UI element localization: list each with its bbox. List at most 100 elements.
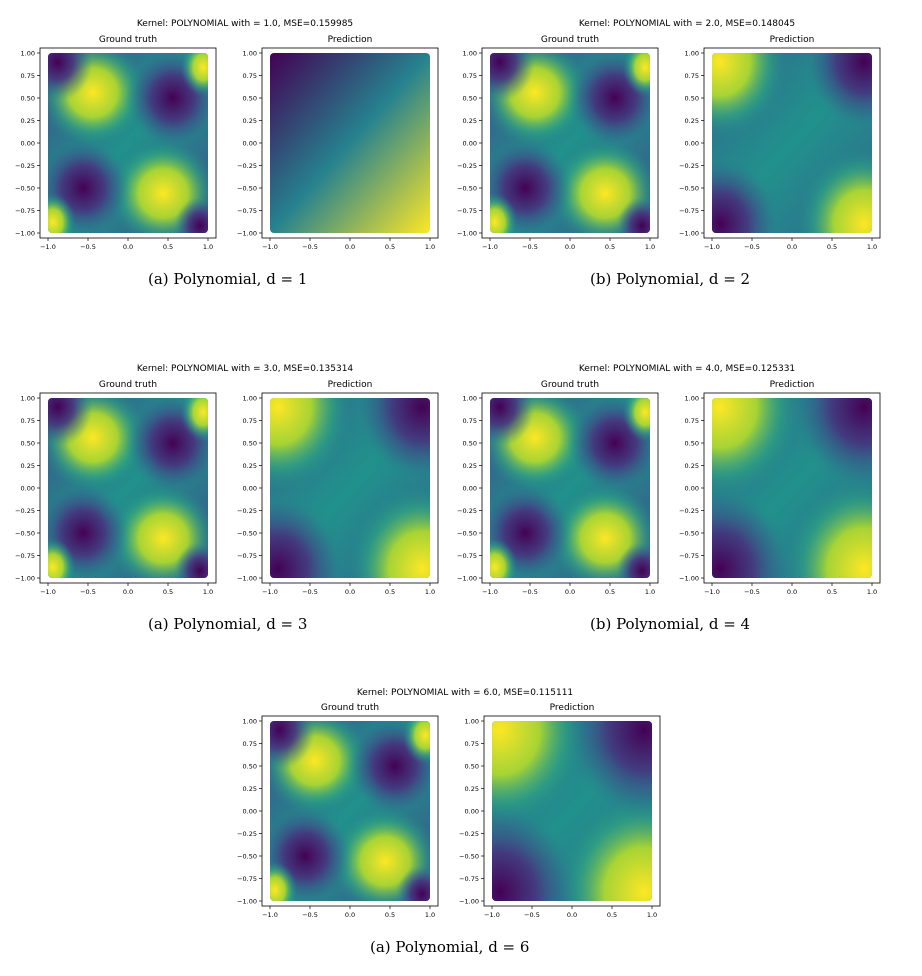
x-tick-label: −1.0 [704, 588, 720, 596]
y-tick-label: 0.50 [463, 95, 477, 103]
caption-2: (b) Polynomial, d = 2 [590, 270, 751, 288]
y-tick-label: −0.25 [679, 162, 699, 170]
x-tick-label: −0.5 [744, 588, 760, 596]
y-tick-label: −0.75 [459, 875, 479, 883]
heatmap-area [712, 398, 872, 578]
y-tick-label: −0.75 [237, 207, 257, 215]
y-tick-label: 1.00 [463, 395, 477, 403]
heatmap-region [270, 861, 298, 901]
x-tick-label: −1.0 [704, 243, 720, 251]
heatmap-region [492, 802, 580, 901]
x-tick-label: 0.5 [827, 588, 837, 596]
y-tick-label: −0.75 [457, 552, 477, 560]
y-tick-label: −0.25 [237, 162, 257, 170]
heatmap-region [797, 148, 872, 233]
panel-title: Prediction [328, 380, 373, 390]
ground-truth-panel: Ground truth 1.00 0.75 0.50 0.25 0.00 −0.25 −0.… [457, 35, 659, 251]
y-tick-label: −1.00 [237, 898, 257, 906]
heatmap-region [622, 398, 650, 442]
y-tick-label: 0.25 [21, 117, 35, 125]
y-tick-label: 1.00 [243, 395, 257, 403]
figure-suptitle: Kernel: POLYNOMIAL with = 1.0, MSE=0.159… [137, 19, 353, 29]
heatmap-region [270, 493, 346, 578]
x-tick-label: 0.5 [385, 588, 395, 596]
y-tick-label: 0.00 [243, 485, 257, 493]
x-tick-label: 0.0 [567, 911, 577, 919]
y-tick-label: 1.00 [463, 50, 477, 58]
y-tick-label: 0.00 [685, 140, 699, 148]
y-tick-label: −0.75 [237, 875, 257, 883]
heatmap-region [616, 197, 650, 233]
x-tick-label: 0.5 [607, 911, 617, 919]
x-tick-label: 0.0 [565, 243, 575, 251]
panel-title: Prediction [328, 35, 373, 45]
y-tick-label: −1.00 [457, 575, 477, 583]
x-tick-label: −0.5 [302, 243, 318, 251]
y-tick-label: 1.00 [21, 395, 35, 403]
y-tick-label: 0.50 [243, 440, 257, 448]
y-tick-label: −0.75 [679, 552, 699, 560]
heatmap-region [492, 721, 588, 829]
x-tick-label: −1.0 [40, 243, 56, 251]
heatmap-region [616, 542, 650, 578]
panel-title: Ground truth [99, 35, 157, 45]
caption-3: (a) Polynomial, d = 3 [148, 615, 308, 633]
caption-5: (a) Polynomial, d = 6 [370, 938, 530, 956]
y-tick-label: 0.25 [463, 117, 477, 125]
heatmap-region [490, 193, 518, 233]
y-tick-label: 0.25 [243, 785, 257, 793]
ground-truth-panel: Ground truth 1.00 0.75 0.50 0.25 0.00 −0.25 −0.… [237, 703, 439, 919]
x-tick-label: 0.0 [123, 243, 133, 251]
y-tick-label: −0.25 [457, 507, 477, 515]
y-tick-label: −0.50 [457, 185, 477, 193]
y-tick-label: −0.50 [237, 185, 257, 193]
x-tick-label: −1.0 [262, 911, 278, 919]
prediction-panel: Prediction1.000.750.500.250.00−0.25−0.50… [237, 380, 439, 596]
heatmap-region [270, 721, 315, 770]
x-tick-label: −1.0 [482, 588, 498, 596]
y-tick-label: 0.00 [21, 485, 35, 493]
y-tick-label: 0.25 [21, 462, 35, 470]
heatmap-image [492, 721, 652, 901]
heatmap-area [48, 398, 208, 578]
y-tick-label: −0.25 [459, 830, 479, 838]
y-tick-label: −0.50 [15, 185, 35, 193]
y-tick-label: −0.50 [679, 185, 699, 193]
x-tick-label: −1.0 [40, 588, 56, 596]
y-tick-label: 1.00 [685, 50, 699, 58]
y-tick-label: 1.00 [21, 50, 35, 58]
x-tick-label: 1.0 [645, 243, 655, 251]
heatmap-region [790, 398, 872, 490]
heatmap-image [270, 398, 430, 578]
ground-truth-panel: Ground truth 1.00 0.75 0.50 0.25 0.00 −0.25 −0.… [15, 35, 217, 251]
heatmap-image [48, 398, 208, 578]
y-tick-label: 0.00 [463, 140, 477, 148]
y-tick-label: 1.00 [243, 50, 257, 58]
caption-4: (b) Polynomial, d = 4 [590, 615, 751, 633]
y-tick-label: −0.50 [459, 853, 479, 861]
heatmap-region [48, 538, 76, 578]
x-tick-label: 0.5 [605, 588, 615, 596]
panel-title: Prediction [770, 380, 815, 390]
heatmap-region [712, 398, 801, 499]
y-tick-label: −1.00 [237, 575, 257, 583]
y-tick-label: 0.25 [685, 462, 699, 470]
y-tick-label: 0.25 [465, 785, 479, 793]
heatmap-image [270, 53, 430, 233]
x-tick-label: −0.5 [302, 588, 318, 596]
x-tick-label: 0.0 [787, 243, 797, 251]
y-tick-label: 0.25 [685, 117, 699, 125]
heatmap-region [622, 53, 650, 97]
heatmap-image [712, 53, 872, 233]
y-tick-label: 0.75 [685, 417, 699, 425]
y-tick-label: 0.25 [463, 462, 477, 470]
x-tick-label: 0.0 [345, 911, 355, 919]
y-tick-label: −0.50 [237, 853, 257, 861]
heatmap-image [490, 398, 650, 578]
x-tick-label: 0.0 [565, 588, 575, 596]
y-tick-label: −0.75 [457, 207, 477, 215]
heatmap-region [490, 398, 535, 447]
heatmap-region [48, 398, 93, 447]
y-tick-label: 0.75 [243, 740, 257, 748]
